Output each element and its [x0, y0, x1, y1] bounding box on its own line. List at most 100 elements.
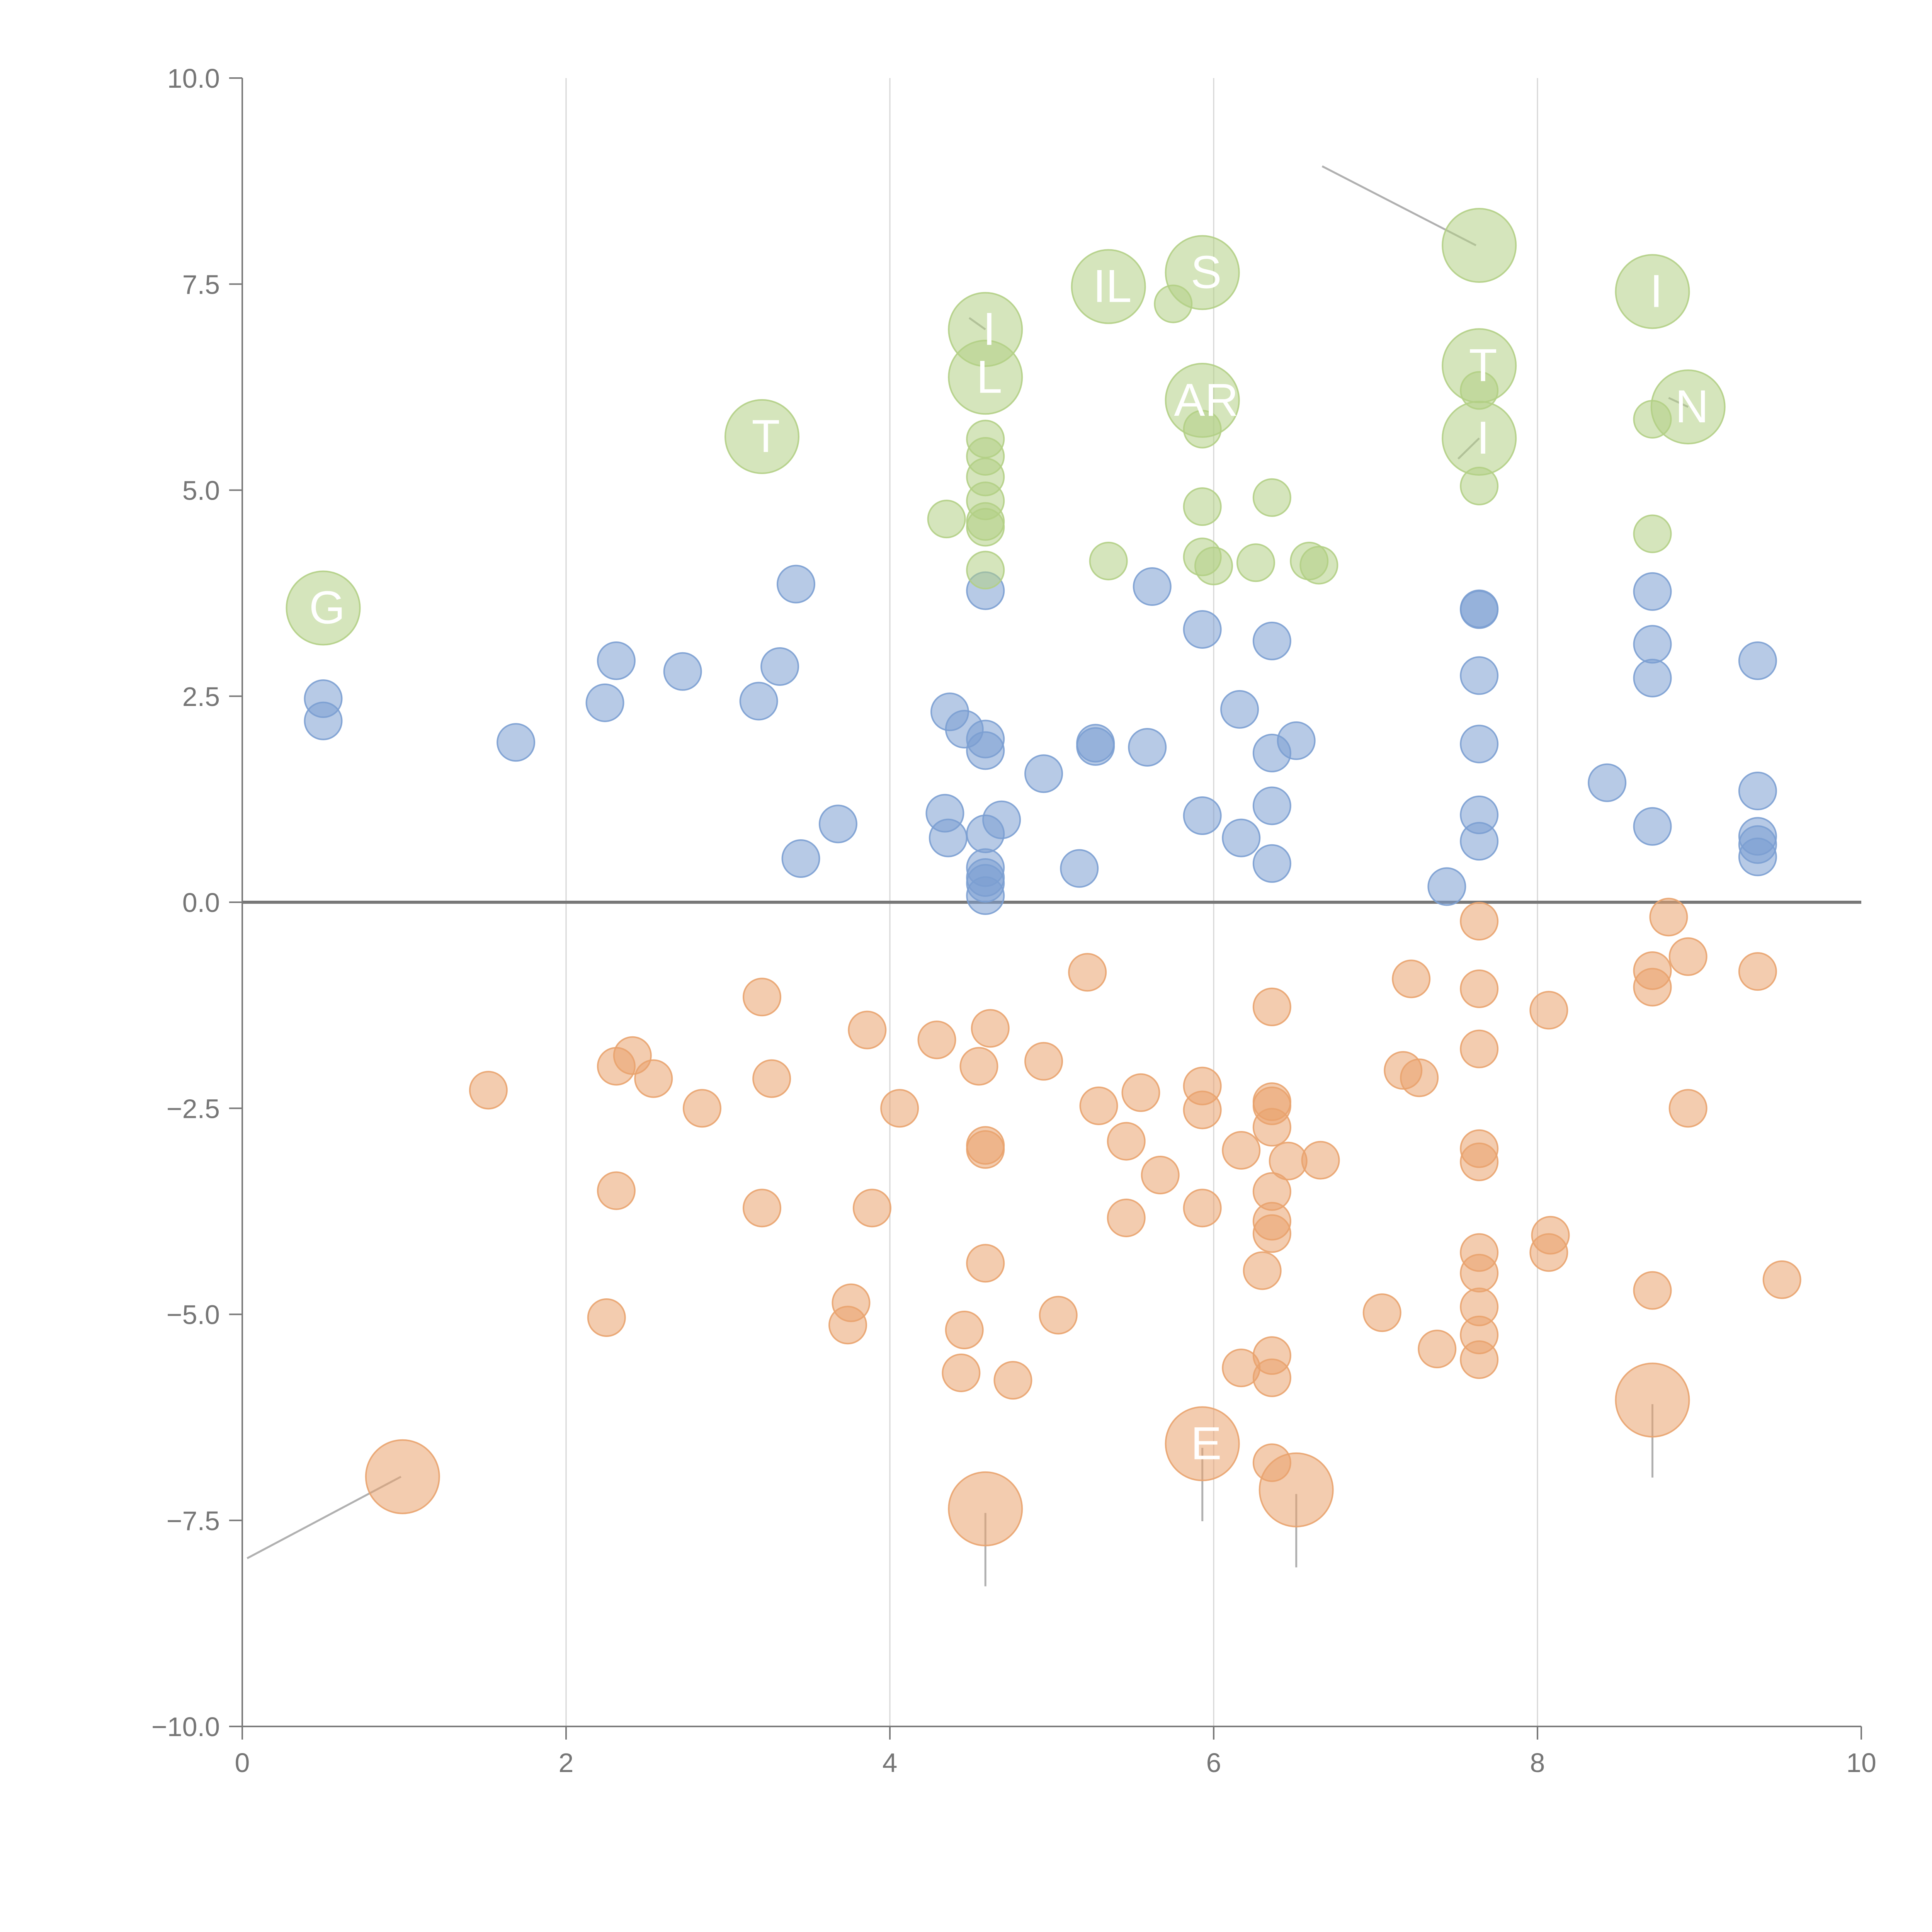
negative-large-point [365, 1439, 440, 1514]
highlight-point [927, 500, 966, 539]
negative-point [742, 1189, 781, 1228]
highlight-large-point [1071, 249, 1146, 324]
negative-point [682, 1089, 721, 1128]
x-tick-label: 10 [1846, 1748, 1876, 1778]
negative-point [1079, 1086, 1118, 1125]
positive-point [1460, 656, 1499, 695]
positive-point [1738, 837, 1777, 876]
y-tick-label: −2.5 [167, 1094, 220, 1124]
positive-point [1277, 721, 1316, 760]
positive-point [1024, 754, 1063, 793]
x-tick-label: 4 [883, 1748, 898, 1778]
marker-label: N [1675, 381, 1709, 432]
y-tick-label: −10.0 [151, 1712, 220, 1742]
axis-layer: 0 2 4 6 8 10 10.0 7.5 5.0 2.5 0.0 −2.5 −5.0 −7.5 −10.0 [151, 63, 1876, 1778]
negative-point [1269, 1141, 1308, 1180]
positive-point [1633, 572, 1672, 611]
positive-point [663, 652, 702, 691]
marker-label: E [1191, 1417, 1222, 1469]
negative-point [1762, 1260, 1801, 1299]
negative-point [1738, 952, 1777, 991]
positive-point [1222, 818, 1261, 857]
positive-point [1738, 772, 1777, 811]
negative-point [993, 1361, 1032, 1400]
negative-point [469, 1071, 508, 1110]
negative-point [880, 1089, 919, 1128]
positive-point [304, 701, 343, 740]
negative-point [966, 1130, 1005, 1169]
negative-point [1460, 1253, 1499, 1293]
y-tick-label: 7.5 [182, 269, 220, 299]
positive-point [1128, 728, 1167, 767]
negative-point [1252, 987, 1291, 1026]
highlight-large-point [1442, 401, 1517, 476]
highlight-large-point [948, 340, 1023, 415]
highlight-point [1194, 546, 1233, 585]
positive-point [597, 641, 636, 680]
positive-point [929, 818, 968, 857]
negative-point [1362, 1293, 1401, 1332]
highlight-point [1252, 478, 1291, 517]
x-tick-label: 6 [1206, 1748, 1221, 1778]
negative-point [828, 1306, 867, 1345]
y-tick-label: 5.0 [182, 476, 220, 506]
negative-point [1068, 953, 1107, 992]
negative-point [1633, 1271, 1672, 1310]
y-tick-label: −5.0 [167, 1300, 220, 1330]
negative-point [1252, 1108, 1291, 1147]
negative-point [752, 1059, 791, 1098]
negative-point [959, 1047, 998, 1086]
y-tick-label: 0.0 [182, 888, 220, 918]
negative-point [1460, 1142, 1499, 1181]
positive-point [1460, 724, 1499, 764]
negative-point [587, 1298, 626, 1337]
highlight-large-point [724, 399, 799, 474]
highlight-large-point [1165, 363, 1240, 438]
negative-point [1243, 1251, 1282, 1290]
marker-label: IL [1093, 260, 1132, 312]
positive-point [1252, 844, 1291, 883]
positive-point [776, 565, 815, 604]
negative-point [917, 1020, 956, 1060]
highlight-point [966, 551, 1005, 590]
negative-point [1392, 959, 1431, 998]
positive-point [739, 682, 778, 721]
negative-point [1121, 1073, 1160, 1112]
negative-point [1252, 1214, 1291, 1253]
positive-point [1133, 567, 1172, 606]
highlight-large-point [1442, 207, 1517, 283]
negative-large-point [948, 1471, 1023, 1546]
marker-label: I [1650, 265, 1663, 317]
negative-point [1252, 1358, 1291, 1397]
y-tick-label: 2.5 [182, 682, 220, 712]
positive-point [1588, 763, 1627, 802]
negative-point [971, 1009, 1010, 1048]
negative-point [966, 1244, 1005, 1283]
negative-point [1183, 1090, 1222, 1129]
positive-point [1183, 796, 1222, 835]
highlight-point [1089, 541, 1128, 580]
negative-point [1668, 937, 1708, 976]
positive-point [1427, 867, 1466, 906]
marker-label: G [309, 582, 345, 634]
positive-point [1633, 658, 1672, 697]
negative-point [1529, 1233, 1568, 1272]
negative-point [945, 1311, 984, 1350]
positive-point [982, 800, 1021, 839]
highlight-large-point [286, 570, 361, 646]
negative-point [1222, 1131, 1261, 1170]
positive-point [966, 731, 1005, 770]
positive-point [966, 876, 1005, 915]
negative-point [1460, 1340, 1499, 1379]
negative-point [1649, 898, 1688, 937]
negative-point [1107, 1198, 1146, 1237]
negative-point [942, 1353, 981, 1392]
y-tick-label: 10.0 [167, 63, 220, 94]
positive-point [1183, 610, 1222, 649]
negative-point [634, 1059, 673, 1098]
negative-point [1529, 991, 1568, 1030]
negative-point [1301, 1141, 1340, 1180]
positive-point [1060, 849, 1099, 888]
negative-point [1141, 1156, 1180, 1195]
